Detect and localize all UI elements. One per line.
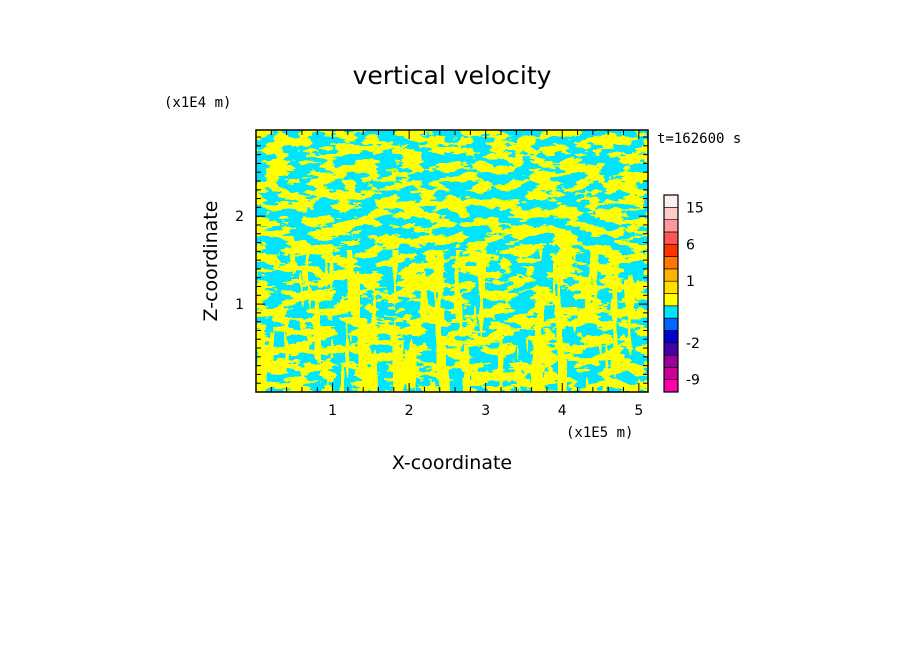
y-axis-ticks: 12 (235, 136, 648, 384)
y-scale-label: (x1E4 m) (164, 95, 231, 111)
colorbar-cell (663, 293, 679, 307)
chart-title: vertical velocity (353, 61, 552, 90)
colorbar-cell (663, 194, 679, 208)
y-axis-title: Z-coordinate (200, 201, 222, 322)
colorbar-tick-label: 6 (686, 237, 695, 253)
colorbar-cell (663, 268, 679, 282)
colorbar-cell (663, 354, 679, 368)
x-axis-title: X-coordinate (392, 452, 512, 474)
x-tick-label: 3 (481, 403, 490, 419)
x-tick-label: 2 (405, 403, 414, 419)
x-tick-label: 4 (558, 403, 567, 419)
colorbar-cell (663, 280, 679, 294)
colorbar-cell (663, 207, 679, 220)
colorbar-frame (663, 194, 679, 393)
plot-frame (255, 129, 649, 393)
time-label: t=162600 s (657, 131, 741, 147)
y-tick-label: 2 (235, 209, 244, 225)
colorbar-cell (663, 367, 679, 380)
colorbar-tick-label: -9 (686, 373, 700, 389)
colorbar-cell (663, 243, 679, 257)
colorbar-cell (663, 342, 679, 356)
colorbar-tick-label: 15 (686, 200, 704, 216)
field-positive-streaks (256, 250, 648, 392)
colorbar-cell (663, 219, 679, 233)
y-tick-label: 1 (235, 297, 244, 313)
colorbar-cell (663, 379, 679, 393)
colorbar-cell (663, 256, 679, 270)
colorbar-cell (663, 330, 679, 344)
x-tick-label: 5 (634, 403, 643, 419)
field-area (256, 130, 648, 392)
x-tick-label: 1 (328, 403, 337, 419)
colorbar-cell (663, 231, 679, 245)
x-axis-ticks: 1 2 3 4 5 (270, 130, 643, 419)
x-scale-label: (x1E5 m) (566, 425, 633, 441)
colorbar-tick-label: -2 (686, 336, 700, 352)
colorbar: 15 6 1 -2 -9 (663, 194, 704, 393)
colorbar-tick-label: 1 (686, 274, 695, 290)
colorbar-cell (663, 317, 679, 331)
colorbar-cell (663, 305, 679, 319)
